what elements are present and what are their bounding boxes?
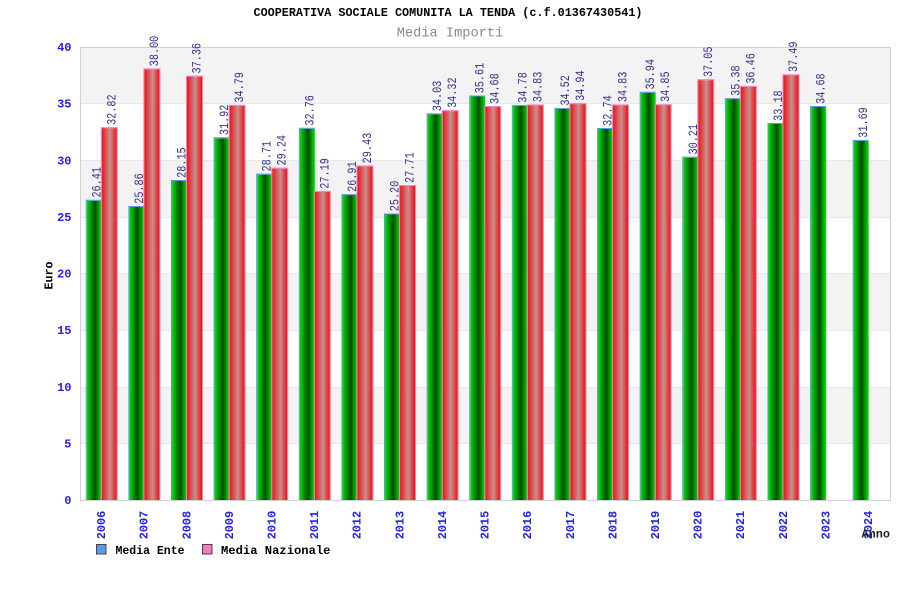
svg-text:26.91: 26.91 (346, 161, 360, 192)
svg-text:27.71: 27.71 (404, 152, 418, 183)
svg-text:28.71: 28.71 (261, 141, 275, 172)
svg-text:34.03: 34.03 (431, 81, 445, 112)
svg-text:5: 5 (64, 438, 71, 452)
svg-text:2023: 2023 (819, 511, 833, 540)
svg-text:2022: 2022 (777, 511, 791, 540)
svg-text:2007: 2007 (138, 511, 152, 540)
svg-text:32.74: 32.74 (602, 95, 616, 126)
svg-text:32.82: 32.82 (105, 94, 119, 125)
svg-text:2013: 2013 (393, 511, 407, 540)
svg-text:34.94: 34.94 (574, 70, 588, 101)
svg-text:34.85: 34.85 (659, 71, 673, 102)
svg-text:2014: 2014 (436, 511, 450, 540)
svg-text:31.69: 31.69 (857, 107, 871, 138)
svg-text:Media Ente: Media Ente (116, 544, 185, 558)
svg-text:34.78: 34.78 (516, 72, 530, 103)
svg-text:0: 0 (64, 494, 71, 508)
svg-text:20: 20 (57, 268, 71, 282)
svg-text:34.83: 34.83 (531, 72, 545, 103)
svg-text:25.20: 25.20 (389, 181, 403, 212)
svg-text:2016: 2016 (521, 511, 535, 540)
svg-text:34.83: 34.83 (617, 72, 631, 103)
svg-text:25: 25 (57, 211, 71, 225)
svg-text:28.15: 28.15 (176, 147, 190, 178)
svg-text:COOPERATIVA SOCIALE COMUNITA L: COOPERATIVA SOCIALE COMUNITA LA TENDA (c… (254, 6, 643, 20)
svg-text:29.24: 29.24 (276, 135, 290, 166)
svg-text:25.86: 25.86 (133, 173, 147, 204)
svg-text:34.32: 34.32 (446, 77, 460, 108)
svg-text:15: 15 (57, 324, 71, 338)
svg-text:2015: 2015 (479, 511, 493, 540)
svg-text:Media Importi: Media Importi (397, 25, 504, 41)
svg-text:2017: 2017 (564, 511, 578, 540)
svg-text:34.68: 34.68 (489, 73, 503, 104)
svg-text:2008: 2008 (180, 511, 194, 540)
svg-text:37.49: 37.49 (787, 41, 801, 72)
svg-text:30.21: 30.21 (687, 124, 701, 155)
svg-text:27.19: 27.19 (318, 158, 332, 189)
svg-text:Media Nazionale: Media Nazionale (221, 544, 331, 558)
svg-text:26.41: 26.41 (90, 167, 104, 198)
svg-text:Euro: Euro (43, 262, 57, 290)
svg-text:35.61: 35.61 (474, 63, 488, 94)
svg-text:31.92: 31.92 (218, 105, 232, 136)
svg-text:2019: 2019 (649, 511, 663, 540)
svg-text:2018: 2018 (606, 511, 620, 540)
svg-text:35.38: 35.38 (729, 65, 743, 96)
svg-text:2020: 2020 (692, 511, 706, 540)
svg-text:34.79: 34.79 (233, 72, 247, 103)
svg-text:37.05: 37.05 (702, 46, 716, 77)
svg-text:33.18: 33.18 (772, 90, 786, 121)
svg-text:30: 30 (57, 154, 71, 168)
svg-text:2010: 2010 (266, 511, 280, 540)
svg-text:2024: 2024 (862, 511, 876, 540)
svg-text:35: 35 (57, 98, 71, 112)
svg-text:10: 10 (57, 381, 71, 395)
svg-text:35.94: 35.94 (644, 59, 658, 90)
svg-text:40: 40 (57, 41, 71, 55)
svg-text:2012: 2012 (351, 511, 365, 540)
svg-text:29.43: 29.43 (361, 133, 375, 164)
svg-text:2021: 2021 (734, 511, 748, 540)
svg-text:2011: 2011 (308, 511, 322, 540)
svg-text:34.52: 34.52 (559, 75, 573, 106)
svg-text:2009: 2009 (223, 511, 237, 540)
svg-text:Anno: Anno (862, 528, 891, 542)
svg-text:32.76: 32.76 (303, 95, 317, 126)
svg-text:37.36: 37.36 (191, 43, 205, 74)
svg-text:38.00: 38.00 (148, 36, 162, 67)
svg-text:2006: 2006 (95, 511, 109, 540)
svg-text:34.68: 34.68 (815, 73, 829, 104)
svg-text:36.46: 36.46 (744, 53, 758, 84)
